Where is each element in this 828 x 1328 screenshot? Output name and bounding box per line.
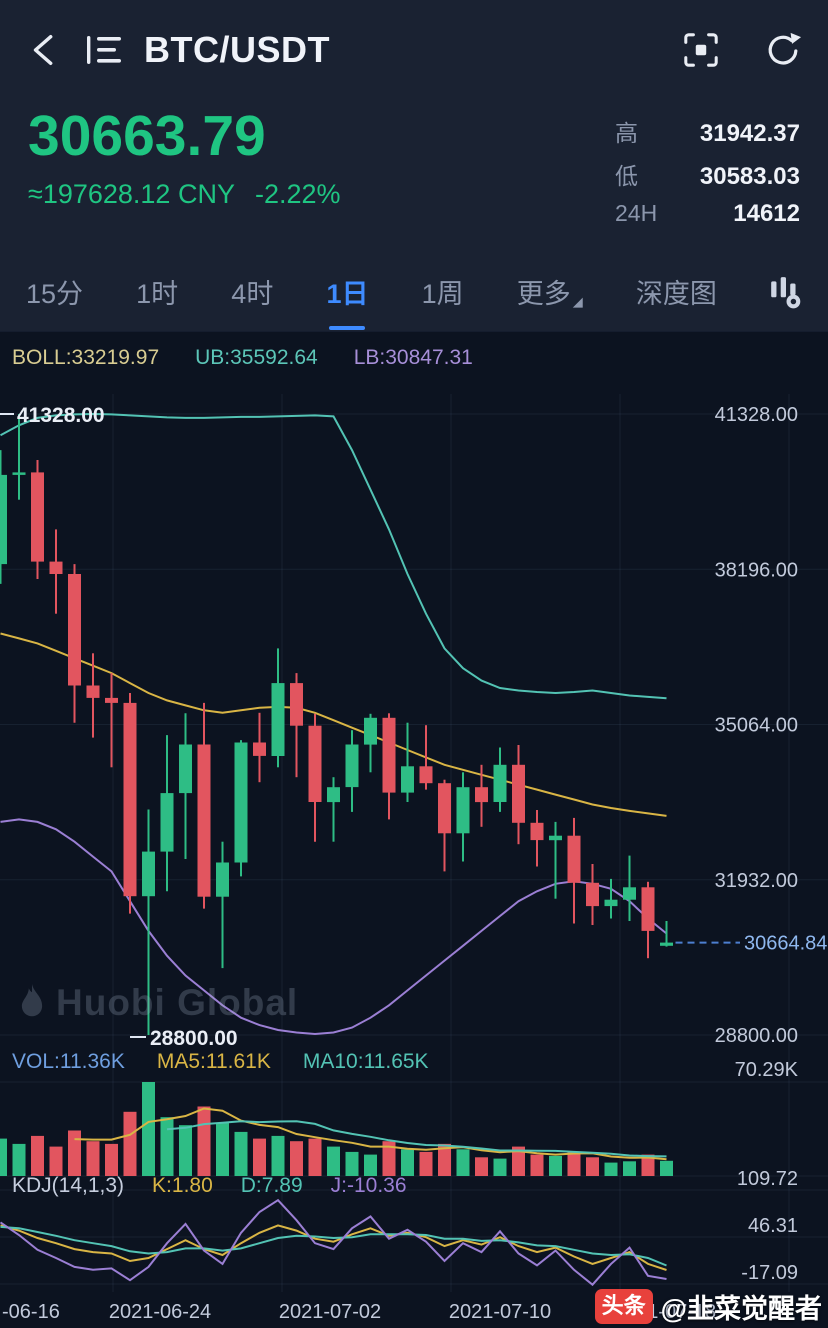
svg-text:30664.84: 30664.84 [744, 932, 827, 954]
volume-indicator-row: VOL:11.36K MA5:11.61K MA10:11.65K [12, 1050, 429, 1074]
vol-ma10-value: MA10:11.65K [302, 1049, 429, 1073]
back-arrow-icon [33, 34, 53, 65]
svg-text:46.31: 46.31 [748, 1215, 798, 1237]
tab-depth-chart[interactable]: 深度图 [635, 279, 717, 310]
vol-value: VOL:11.36K [12, 1049, 125, 1073]
svg-text:2021-07-10: 2021-07-10 [449, 1301, 551, 1323]
boll-value: BOLL:33219.97 [12, 345, 160, 369]
kdj-indicator-row: KDJ(14,1,3) K:1.80 D:7.89 J:-10.36 [12, 1174, 407, 1198]
back-button[interactable] [26, 31, 64, 69]
high-label: 高 [615, 119, 638, 146]
volume-24h-label: 24H [615, 199, 658, 226]
timeframe-tabs: 15分 1时 4时 1日 1周 更多 ◢ 深度图 [0, 253, 828, 332]
svg-text:41328.00: 41328.00 [715, 404, 798, 426]
toutiao-logo: 头条 [594, 1289, 653, 1324]
stats-block: 高 31942.37 低 30583.03 24H 14612 [615, 104, 800, 253]
price-change: -2.22% [254, 179, 341, 210]
kline-chart[interactable]: 41328.00 38196.00 35064.00 31932.00 28800.00… [0, 332, 828, 1328]
price-main: 30663.79 ≈197628.12 CNY -2.22% [28, 104, 341, 253]
watermark-text: Huobi Global [56, 981, 299, 1023]
svg-text:-17.09: -17.09 [741, 1262, 798, 1284]
stat-low: 低 30583.03 [615, 157, 800, 191]
stat-high: 高 31942.37 [615, 114, 800, 148]
ub-value: UB:35592.64 [195, 345, 318, 369]
huobi-watermark: Huobi Global [16, 982, 298, 1024]
price-cny: ≈197628.12 CNY [28, 179, 235, 210]
stat-volume-24h: 24H 14612 [615, 200, 800, 228]
toutiao-watermark: 头条 @韭菜觉醒者 [594, 1287, 822, 1326]
tab-1week[interactable]: 1周 [421, 279, 464, 310]
tab-1hour[interactable]: 1时 [136, 279, 179, 310]
volume-24h-value: 14612 [733, 199, 800, 227]
svg-text:35064.00: 35064.00 [715, 714, 798, 736]
chevron-corner-icon: ◢ [572, 294, 583, 310]
boll-indicator-row: BOLL:33219.97 UB:35592.64 LB:30847.31 [12, 346, 473, 370]
refresh-icon[interactable] [764, 31, 802, 69]
kdj-d-value: D:7.89 [240, 1173, 303, 1197]
more-label: 更多 [516, 279, 571, 310]
svg-text:109.72: 109.72 [737, 1168, 798, 1190]
low-value: 30583.03 [699, 162, 800, 190]
svg-text:28800.00: 28800.00 [715, 1025, 798, 1047]
header: BTC/USDT [0, 0, 828, 100]
high-value: 31942.37 [699, 119, 800, 147]
svg-text:28800.00: 28800.00 [150, 1027, 238, 1050]
huobi-logo-icon [21, 983, 43, 1017]
tab-more[interactable]: 更多 ◢ [515, 266, 585, 317]
price-section: 30663.79 ≈197628.12 CNY -2.22% 高 31942.3… [0, 100, 828, 253]
kdj-name: KDJ(14,1,3) [12, 1173, 125, 1197]
kline-menu-icon[interactable] [86, 34, 122, 66]
svg-text:-06-16: -06-16 [2, 1301, 60, 1323]
svg-text:31932.00: 31932.00 [715, 870, 798, 892]
svg-text:2021-07-02: 2021-07-02 [279, 1301, 381, 1323]
kdj-j-value: J:-10.36 [330, 1173, 407, 1197]
chart-settings-icon[interactable] [768, 274, 804, 310]
toutiao-handle: @韭菜觉醒者 [660, 1294, 822, 1324]
tab-1day[interactable]: 1日 [324, 266, 370, 317]
vol-ma5-value: MA5:11.61K [156, 1049, 271, 1073]
fullscreen-scan-icon[interactable] [682, 31, 720, 69]
tab-4hour[interactable]: 4时 [231, 279, 274, 310]
svg-text:70.29K: 70.29K [735, 1059, 799, 1081]
lb-value: LB:30847.31 [353, 345, 473, 369]
svg-text:2021-06-24: 2021-06-24 [109, 1301, 211, 1323]
chart-area[interactable]: 41328.00 38196.00 35064.00 31932.00 28800.00… [0, 331, 828, 1328]
tab-15min[interactable]: 15分 [26, 279, 84, 310]
svg-text:41328.00: 41328.00 [17, 404, 105, 427]
kdj-k-value: K:1.80 [152, 1173, 213, 1197]
pair-title: BTC/USDT [144, 28, 330, 70]
last-price: 30663.79 [28, 103, 266, 168]
low-label: 低 [615, 162, 638, 189]
svg-text:38196.00: 38196.00 [715, 559, 798, 581]
